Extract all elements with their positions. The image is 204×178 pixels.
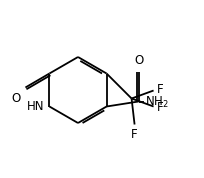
Text: HN: HN [27,100,44,113]
Text: F: F [157,83,163,96]
Text: F: F [157,101,163,114]
Text: F: F [131,129,138,142]
Text: O: O [134,54,143,67]
Text: O: O [11,91,20,104]
Text: NH$_2$: NH$_2$ [145,95,168,110]
